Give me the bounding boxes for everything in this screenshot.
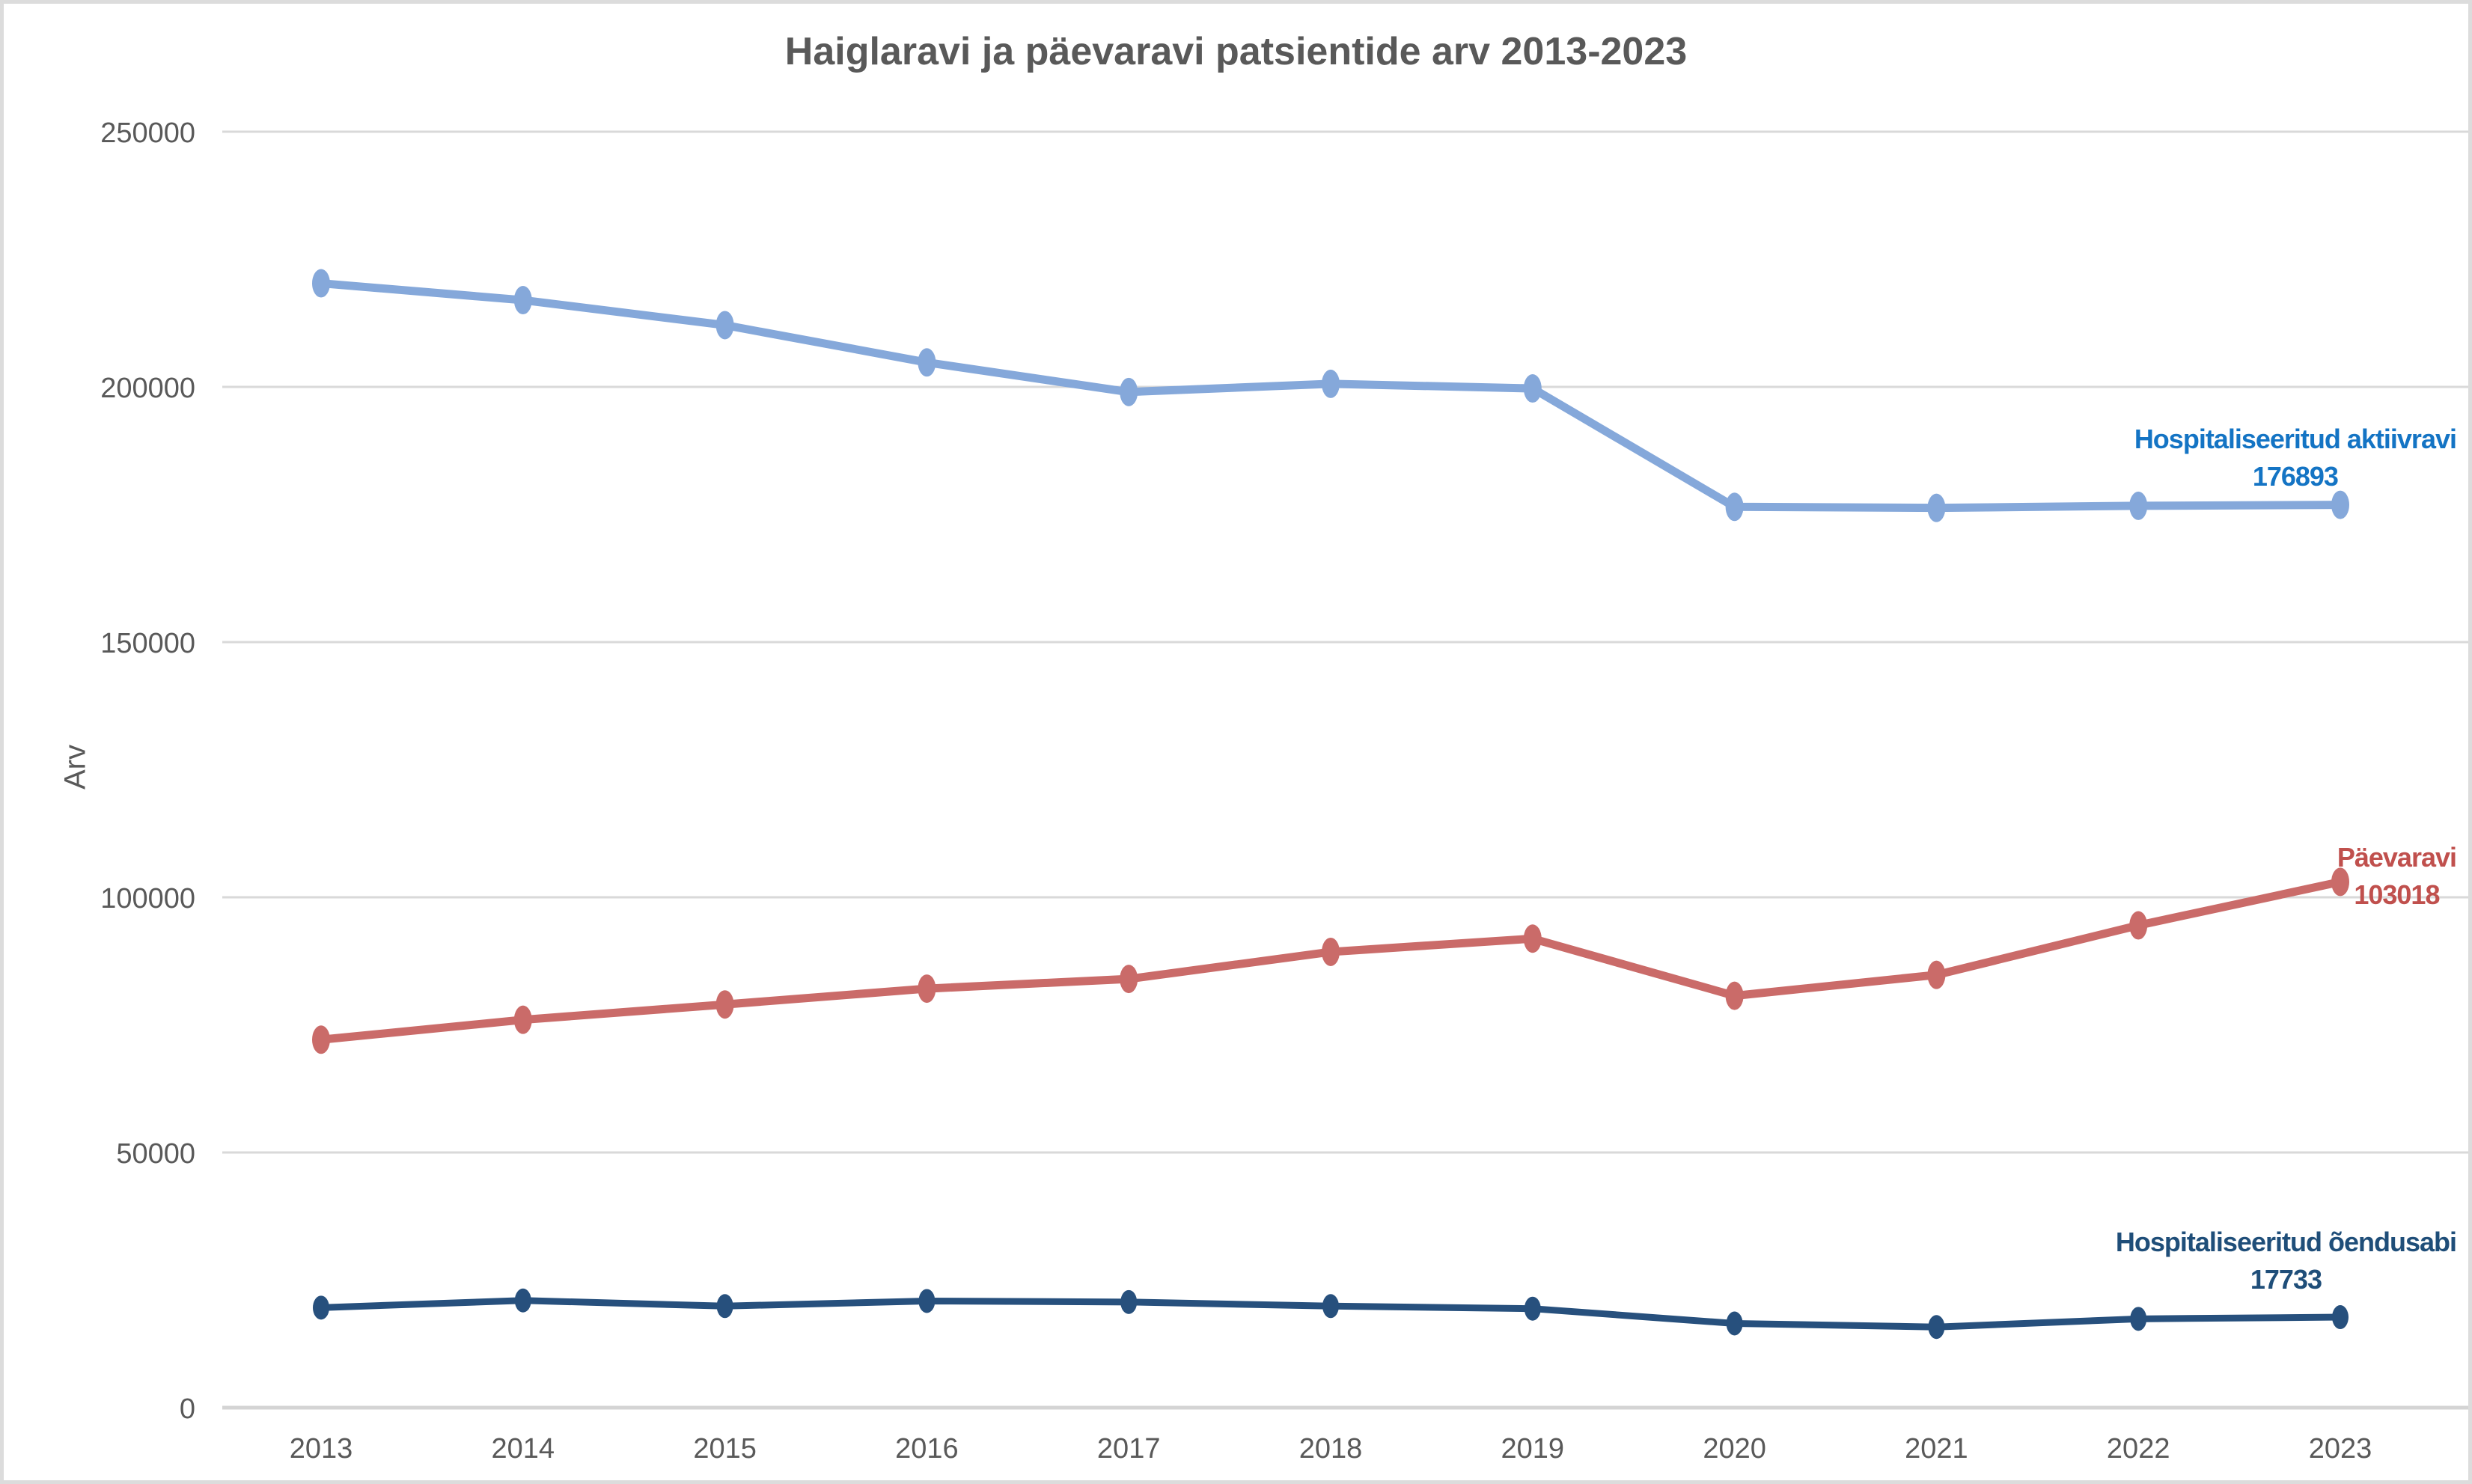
data-point-oendusabi-2017 (1120, 1289, 1138, 1314)
data-point-oendusabi-2022 (2130, 1307, 2147, 1331)
x-tick-label: 2015 (693, 1433, 757, 1465)
data-point-oendusabi-2016 (918, 1289, 936, 1313)
x-tick-label: 2021 (1905, 1433, 1968, 1465)
data-point-oendusabi-2014 (514, 1288, 531, 1313)
data-point-oendusabi-2013 (313, 1295, 329, 1320)
data-point-paevaravi-2021 (1927, 960, 1946, 989)
x-tick-label: 2013 (290, 1433, 353, 1465)
data-point-aktiivravi-2017 (1120, 377, 1138, 406)
data-point-paevaravi-2013 (312, 1025, 330, 1054)
series-label-text: Päevaravi (2337, 842, 2457, 873)
data-point-aktiivravi-2016 (918, 348, 936, 377)
y-tick-label: 200000 (100, 373, 195, 404)
series-end-value: 17733 (2250, 1264, 2322, 1295)
data-point-paevaravi-2016 (918, 974, 936, 1004)
data-point-aktiivravi-2019 (1523, 374, 1542, 403)
y-tick-label: 0 (180, 1393, 195, 1425)
data-point-paevaravi-2017 (1120, 965, 1138, 994)
data-point-aktiivravi-2020 (1725, 492, 1744, 522)
data-point-paevaravi-2014 (513, 1005, 532, 1034)
series-end-value: 103018 (2354, 879, 2440, 910)
data-point-paevaravi-2015 (715, 990, 734, 1019)
data-point-paevaravi-2020 (1725, 981, 1744, 1010)
data-point-oendusabi-2018 (1322, 1294, 1339, 1319)
data-point-paevaravi-2023 (2331, 867, 2349, 897)
x-tick-label: 2020 (1703, 1433, 1766, 1465)
data-point-oendusabi-2021 (1928, 1315, 1945, 1340)
x-tick-label: 2016 (895, 1433, 959, 1465)
data-point-paevaravi-2022 (2129, 911, 2148, 940)
x-tick-label: 2018 (1299, 1433, 1363, 1465)
plot-area: 0 50000 100000 150000 200000 250000 2013 2014 20… (100, 117, 2468, 1465)
x-tick-label: 2023 (2309, 1433, 2372, 1465)
data-point-aktiivravi-2014 (513, 286, 532, 315)
x-tick-label: 2019 (1501, 1433, 1565, 1465)
data-point-paevaravi-2019 (1523, 924, 1542, 953)
x-tick-label: 2014 (492, 1433, 555, 1465)
chart-title: Haiglaravi ja päevaravi patsientide arv … (784, 30, 1688, 73)
data-point-aktiivravi-2021 (1927, 493, 1946, 522)
y-tick-label: 100000 (100, 883, 195, 914)
x-tick-label: 2017 (1097, 1433, 1161, 1465)
series-label-text: Hospitaliseeritud õendusabi (2115, 1227, 2457, 1257)
y-tick-label: 150000 (100, 628, 195, 659)
data-point-oendusabi-2020 (1726, 1311, 1743, 1336)
data-point-oendusabi-2015 (716, 1294, 733, 1319)
data-point-oendusabi-2019 (1524, 1296, 1541, 1321)
data-point-aktiivravi-2018 (1322, 369, 1340, 398)
series-label-hospitaliseeritud-aktiivravi: Hospitaliseeritud aktiivravi 176893 (2134, 421, 2457, 495)
data-point-paevaravi-2018 (1322, 937, 1340, 966)
data-point-aktiivravi-2023 (2331, 490, 2349, 519)
data-point-aktiivravi-2015 (715, 311, 734, 340)
series-end-value: 176893 (2252, 461, 2339, 492)
y-tick-label: 250000 (100, 117, 195, 149)
series-label-hospitaliseeritud-oendusabi: Hospitaliseeritud õendusabi 17733 (2115, 1224, 2457, 1298)
data-point-oendusabi-2023 (2332, 1305, 2349, 1330)
series-label-text: Hospitaliseeritud aktiivravi (2134, 424, 2457, 454)
y-tick-label: 50000 (116, 1138, 195, 1170)
x-tick-label: 2022 (2107, 1433, 2170, 1465)
data-point-aktiivravi-2022 (2129, 491, 2148, 520)
series-label-paevaravi: Päevaravi 103018 (2337, 839, 2457, 914)
data-point-aktiivravi-2013 (312, 269, 330, 298)
